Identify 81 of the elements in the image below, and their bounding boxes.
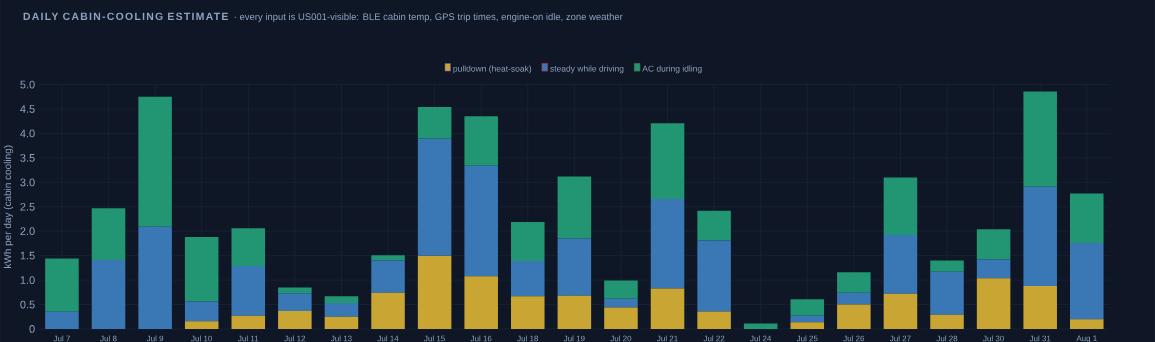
bar [557,238,592,296]
bar [231,228,266,266]
bar [417,106,452,139]
y-tick-label: 2.0 [20,227,35,236]
bar [883,293,918,329]
bar [697,311,731,329]
bar [278,310,312,329]
bar [790,322,825,329]
bar [91,259,126,329]
bar [1070,193,1104,243]
bar [790,299,825,316]
bar [976,229,1011,260]
bar [743,323,778,329]
y-tick-label: 3.0 [20,178,35,187]
bar [557,295,592,329]
bar [883,177,918,236]
bar [650,288,685,329]
bar [604,298,638,308]
y-tick-label: 2.5 [20,202,35,211]
bar [184,237,219,302]
bar [464,276,498,329]
bar [184,301,219,322]
bar [976,259,1011,279]
y-axis-title: kWh per day (cabin cooling) [3,145,14,268]
bar [837,292,871,305]
bar [417,138,452,256]
bar [557,176,592,239]
bar [697,210,731,241]
y-tick-label: 4.0 [20,129,35,138]
bar [1023,285,1057,329]
bar [417,255,452,329]
bar [930,314,964,329]
bar [604,280,638,299]
bar [371,255,405,261]
bar [184,321,219,329]
bar [138,96,172,227]
bar [1023,186,1057,286]
bar [464,116,498,166]
bar [511,260,545,297]
bar [837,304,871,329]
bar [511,296,545,329]
legend-label: steady while driving [550,65,624,74]
y-tick-label: 0.5 [20,300,35,309]
y-tick-label: 3.5 [20,153,35,162]
y-tick-label: 1.0 [20,276,35,284]
bar [278,287,312,294]
bar [45,258,79,312]
bar [511,221,545,261]
legend-label: pulldown (heat-soak) [453,65,532,74]
bar [883,235,918,294]
bar [371,260,405,293]
y-tick-label: 4.5 [20,105,35,113]
chart-subtitle: · every input is US001-visible: BLE cabin temp, GPS trip times, engine-on idle, zone weather [234,13,623,22]
bar [976,278,1011,329]
y-tick-label: 1.5 [20,251,35,260]
bar [278,293,312,311]
bar [1070,319,1104,329]
bar [324,316,359,329]
bar [930,260,964,272]
bar [604,307,638,329]
bar [138,226,172,329]
bar [464,165,498,277]
legend-label: AC during idling [642,65,702,74]
bar [650,123,685,199]
bar [697,240,731,312]
bar [91,208,126,260]
bar [45,311,79,329]
bar [371,292,405,329]
bar [650,198,685,289]
bar [930,271,964,315]
bar [324,296,359,303]
bar [324,302,359,317]
y-tick-label: 0 [29,325,35,333]
bar [1070,242,1104,320]
bar [231,315,266,329]
bar [1023,91,1057,187]
bar [837,272,871,293]
chart-title: DAILY CABIN-COOLING ESTIMATE [23,12,228,20]
bar [790,315,825,323]
y-tick-label: 5.0 [20,80,35,89]
bar [231,265,266,316]
